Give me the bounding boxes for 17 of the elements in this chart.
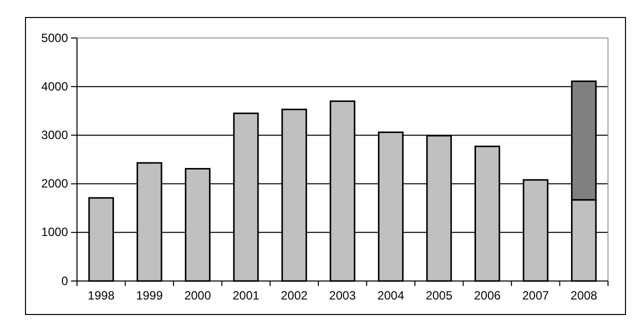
- x-tick-label: 2003: [329, 288, 356, 303]
- x-tick-label: 1999: [136, 288, 164, 303]
- x-tick-label: 2000: [184, 288, 212, 303]
- y-tick-label: 0: [61, 274, 68, 288]
- y-tick-label: 4000: [41, 79, 68, 94]
- x-tick-label: 1998: [88, 288, 115, 303]
- x-tick-label: 2004: [377, 288, 404, 303]
- x-tick-label: 2005: [426, 288, 453, 303]
- x-tick-label: 2001: [232, 288, 260, 303]
- x-tick-label: 2007: [522, 288, 550, 303]
- y-tick-label: 3000: [41, 128, 68, 142]
- y-tick-label: 5000: [41, 30, 68, 45]
- y-tick-label: 2000: [41, 176, 68, 191]
- x-tick-label: 2006: [474, 288, 501, 303]
- y-tick-label: 1000: [41, 225, 68, 240]
- x-tick-label: 2002: [280, 288, 308, 303]
- x-tick-label: 2008: [570, 288, 598, 303]
